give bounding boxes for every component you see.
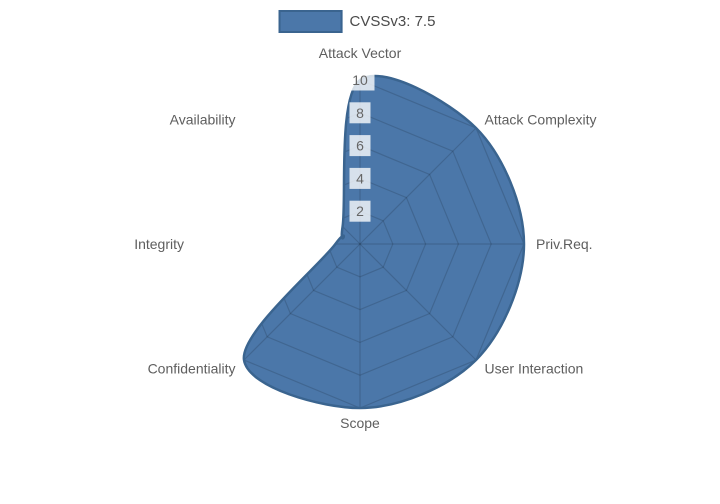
axis-labels: Attack Vector Attack Complexity Priv.Req. U… (134, 45, 596, 431)
axis-label-scope: Scope (340, 415, 380, 431)
tick-label: 8 (356, 105, 364, 121)
axis-label-availability: Availability (170, 112, 236, 128)
tick-backdrop (349, 135, 371, 157)
tick-label: 4 (356, 170, 364, 186)
grid-ring (243, 79, 525, 408)
axis-label-priv-req: Priv.Req. (536, 236, 593, 252)
grid-spoke (359, 243, 477, 361)
radar-grid (243, 79, 525, 408)
axis-label-attack-vector: Attack Vector (319, 45, 402, 61)
legend-item[interactable]: CVSSv3: 7.5 (278, 10, 436, 33)
axis-label-confidentiality: Confidentiality (148, 361, 236, 377)
radar-border (242, 74, 526, 410)
grid-spoke (359, 127, 477, 245)
axis-label-user-interaction: User Interaction (485, 361, 584, 377)
tick-backdrop (345, 69, 375, 91)
legend-swatch (278, 10, 343, 33)
tick-label: 6 (356, 138, 364, 154)
legend-label: CVSSv3: 7.5 (349, 13, 436, 30)
axis-label-integrity: Integrity (134, 236, 184, 252)
tick-backdrop (349, 167, 371, 189)
r-axis-ticks: 2 4 6 8 10 (345, 69, 375, 222)
tick-label: 2 (356, 203, 364, 219)
tick-backdrop (349, 200, 371, 222)
tick-label: 10 (352, 72, 368, 88)
radar-fill (243, 75, 525, 408)
grid-spoke (243, 243, 361, 361)
axis-label-attack-complexity: Attack Complexity (485, 112, 597, 128)
tick-backdrop (349, 102, 371, 124)
